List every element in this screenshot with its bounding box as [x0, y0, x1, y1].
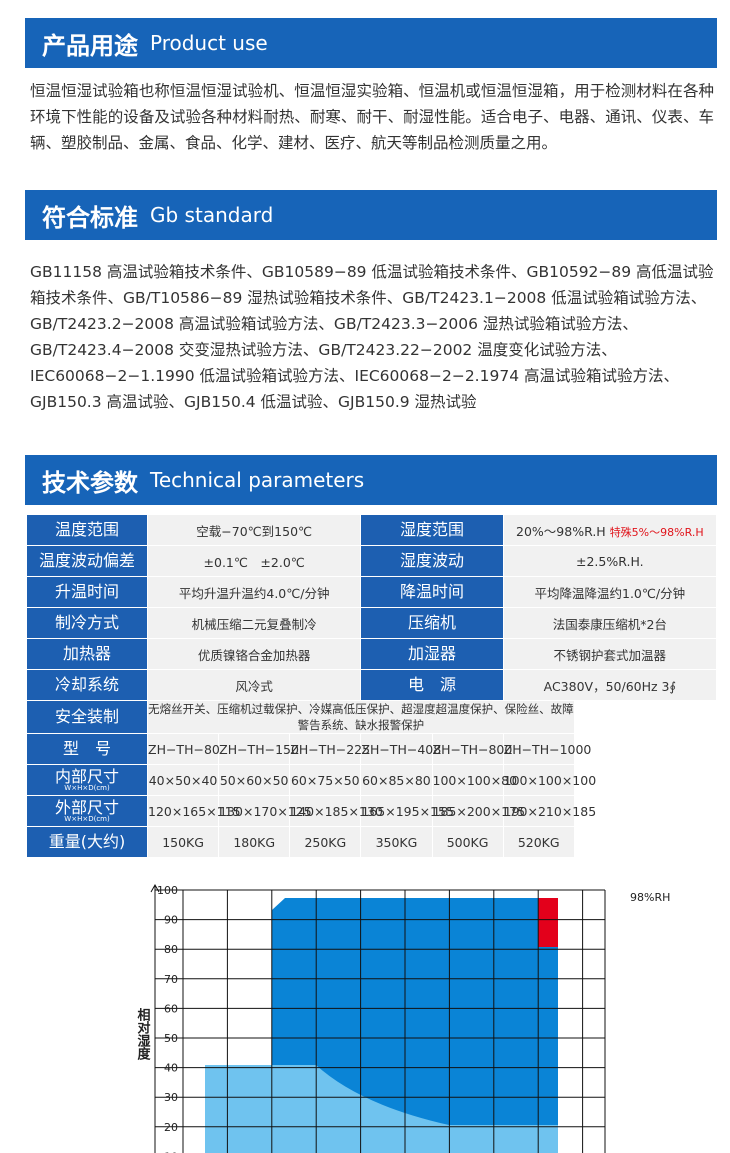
value-cell: 190×210×185: [502, 795, 596, 827]
label-cell: 冷却系统: [26, 669, 148, 701]
row-label: 重量(大约): [48, 832, 126, 851]
table-row: 制冷方式 机械压缩二元复叠制冷 压缩机 法国泰康压缩机*2台: [26, 607, 718, 639]
row-label: 型 号: [62, 739, 111, 758]
y-tick-label: 10: [164, 1150, 178, 1153]
table-row: 温度范围 空载−70℃到150℃ 湿度范围 20%～98%R.H 特殊5%～98%R.…: [26, 514, 718, 546]
section-header: 符合标准 Gb standard: [25, 190, 717, 240]
y-tick-label: 60: [164, 1002, 178, 1015]
value-cell: 120×165×115: [146, 795, 241, 827]
value-cell: 40×50×40: [146, 764, 220, 796]
label-cell: 加湿器: [360, 638, 504, 670]
label-cell: 压缩机: [360, 607, 504, 639]
value-cell: 140×185×130: [289, 795, 383, 827]
label-cell: 温度波动偏差: [26, 545, 148, 577]
table-row: 外部尺寸 W×H×D(cm) 120×165×115 130×170×125 140×1…: [26, 795, 717, 827]
label-cell: 制冷方式: [26, 607, 148, 639]
y-tick-label: 80: [164, 943, 178, 956]
y-tick-label: 50: [164, 1032, 178, 1045]
value-cell: 350KG: [360, 826, 433, 858]
value-cell: 无熔丝开关、压缩机过载保护、冷媒高低压保护、超湿度超温度保护、保险丝、故障警告系…: [147, 700, 575, 734]
label-cell: 重量(大约): [26, 826, 148, 858]
section-header: 技术参数 Technical parameters: [25, 455, 717, 505]
table-row: 升温时间 平均升温升温约4.0℃/分钟 降温时间 平均降温降温约1.0℃/分钟: [26, 576, 718, 608]
label-cell: 型 号: [26, 733, 148, 765]
value-cell: 机械压缩二元复叠制冷: [146, 607, 362, 639]
humidity-chart: 98%RH 100 90 80 70 60 50 40 30 20 10 相对湿度: [135, 883, 670, 1153]
value-cell: 空载−70℃到150℃: [146, 514, 362, 546]
section-subtitle: Gb standard: [150, 203, 274, 227]
spec-table: 温度范围 空载−70℃到150℃ 湿度范围 20%～98%R.H 特殊5%～98%R.…: [26, 514, 718, 858]
y-tick-label: 100: [157, 884, 178, 897]
label-cell: 温度范围: [26, 514, 148, 546]
section-subtitle: Technical parameters: [150, 468, 365, 492]
label-cell: 加热器: [26, 638, 148, 670]
row-sublabel: W×H×D(cm): [64, 814, 110, 823]
table-row: 重量(大约) 150KG 180KG 250KG 350KG 500KG 520KG: [26, 826, 717, 858]
row-sublabel: W×H×D(cm): [64, 783, 110, 792]
section-header: 产品用途 Product use: [25, 18, 717, 68]
section-subtitle: Product use: [150, 31, 268, 55]
label-cell: 湿度范围: [360, 514, 504, 546]
table-row: 加热器 优质镍铬合金加热器 加湿器 不锈钢护套式加温器: [26, 638, 718, 670]
table-row: 冷却系统 风冷式电 源 AC380V，50/60Hz 3∮: [26, 669, 718, 701]
label-cell: 升温时间: [26, 576, 148, 608]
label-cell: 安全装制: [26, 700, 148, 734]
table-row: 型 号 ZH−TH−80 ZH−TH−150 ZH−TH−225 ZH−TH−408 ZH…: [26, 733, 717, 765]
value-cell: 180KG: [218, 826, 291, 858]
special-note: 特殊5%～98%R.H: [609, 525, 704, 539]
label-cell: 电 源: [360, 669, 504, 701]
annotation: 98%RH: [630, 891, 670, 904]
value-cell: 150KG: [146, 826, 220, 858]
value-cell: 风冷式: [146, 669, 362, 701]
value-cell: 60×85×80: [360, 764, 433, 796]
value-cell: ZH−TH−1000: [502, 733, 591, 765]
label-cell: 内部尺寸 W×H×D(cm): [26, 764, 148, 796]
value-cell: ±2.5%R.H.: [502, 545, 718, 577]
value-cell: 优质镍铬合金加热器: [146, 638, 362, 670]
standard-text: GB11158 高温试验箱技术条件、GB10589−89 低温试验箱技术条件、G…: [30, 263, 714, 411]
value-cell: 平均升温升温约4.0℃/分钟: [146, 576, 362, 608]
value-cell: 165×195×155: [360, 795, 454, 827]
y-tick-label: 70: [164, 973, 178, 986]
value-cell: 185×200×175: [431, 795, 525, 827]
value-cell: ZH−TH−800: [431, 733, 512, 765]
label-cell: 降温时间: [360, 576, 504, 608]
value-cell: 50×60×50: [218, 764, 291, 796]
value-cell: 法国泰康压缩机*2台: [502, 607, 718, 639]
label-cell: 湿度波动: [360, 545, 504, 577]
value-cell: 平均降温降温约1.0℃/分钟: [502, 576, 718, 608]
value-cell: 500KG: [431, 826, 504, 858]
section-title: 技术参数: [42, 468, 138, 497]
y-tick-label: 30: [164, 1091, 178, 1104]
value-cell: 100×100×80: [431, 764, 517, 796]
y-axis-label: 相对湿度: [135, 1007, 151, 1061]
value-cell: AC380V，50/60Hz 3∮: [502, 669, 718, 701]
value-cell: 20%～98%R.H 特殊5%～98%R.H: [502, 514, 718, 546]
value-cell: ±0.1℃ ±2.0℃: [146, 545, 362, 577]
y-tick-label: 20: [164, 1121, 178, 1134]
value-cell: 60×75×50: [289, 764, 362, 796]
y-tick-label: 90: [164, 914, 178, 927]
table-row: 安全装制 无熔丝开关、压缩机过载保护、冷媒高低压保护、超湿度超温度保护、保险丝、故…: [26, 700, 717, 734]
row-label: 外部尺寸: [54, 797, 119, 817]
value-cell: 250KG: [289, 826, 362, 858]
value-cell: ZH−TH−408: [360, 733, 441, 765]
usage-text: 恒温恒湿试验箱也称恒温恒湿试验机、恒温恒湿实验箱、恒温机或恒温恒湿箱，用于检测材…: [30, 82, 714, 152]
section-title: 产品用途: [42, 31, 138, 60]
value-cell: 130×170×125: [218, 795, 312, 827]
table-row: 内部尺寸 W×H×D(cm) 40×50×40 50×60×50 60×75×50 60×…: [26, 764, 717, 796]
y-tick-label: 40: [164, 1062, 178, 1075]
value-cell: ZH−TH−150: [218, 733, 299, 765]
value-cell: 520KG: [502, 826, 575, 858]
value-cell: 不锈钢护套式加温器: [502, 638, 718, 670]
label-cell: 外部尺寸 W×H×D(cm): [26, 795, 148, 827]
value-cell: 100×100×100: [502, 764, 596, 796]
section-title: 符合标准: [42, 203, 138, 232]
value-cell: ZH−TH−80: [146, 733, 220, 765]
value-cell: ZH−TH−225: [289, 733, 370, 765]
table-row: 温度波动偏差 ±0.1℃ ±2.0℃ 湿度波动 ±2.5%R.H.: [26, 545, 718, 577]
row-label: 内部尺寸: [54, 766, 119, 786]
